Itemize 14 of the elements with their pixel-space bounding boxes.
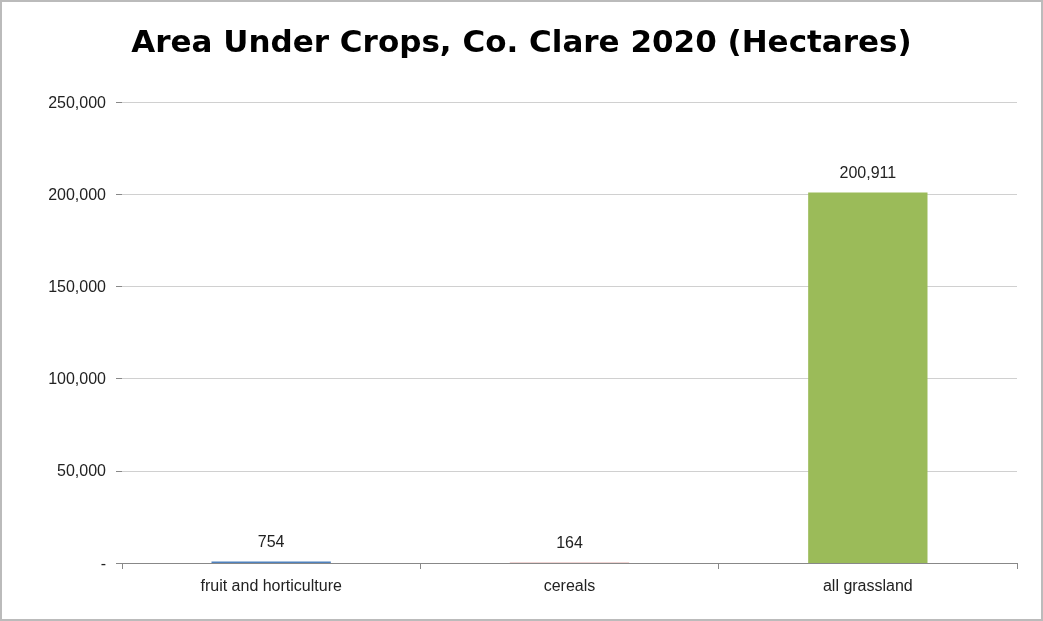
bar (808, 192, 928, 563)
y-tick-label: 150,000 (48, 277, 107, 295)
data-label: 754 (257, 533, 285, 551)
y-tick-label: - (100, 554, 106, 572)
y-tick-label: 200,000 (48, 185, 107, 203)
y-tick-label: 100,000 (48, 370, 107, 388)
data-label: 164 (556, 534, 583, 552)
x-tick-label: fruit and horticulture (200, 576, 342, 594)
x-tick-label: cereals (543, 576, 596, 594)
chart-title: Area Under Crops, Co. Clare 2020 (Hectares) (131, 22, 912, 59)
y-tick-label: 50,000 (57, 462, 107, 480)
data-label: 200,911 (839, 164, 897, 182)
x-tick-label: all grassland (822, 576, 913, 594)
y-tick-label: 250,000 (48, 93, 107, 111)
